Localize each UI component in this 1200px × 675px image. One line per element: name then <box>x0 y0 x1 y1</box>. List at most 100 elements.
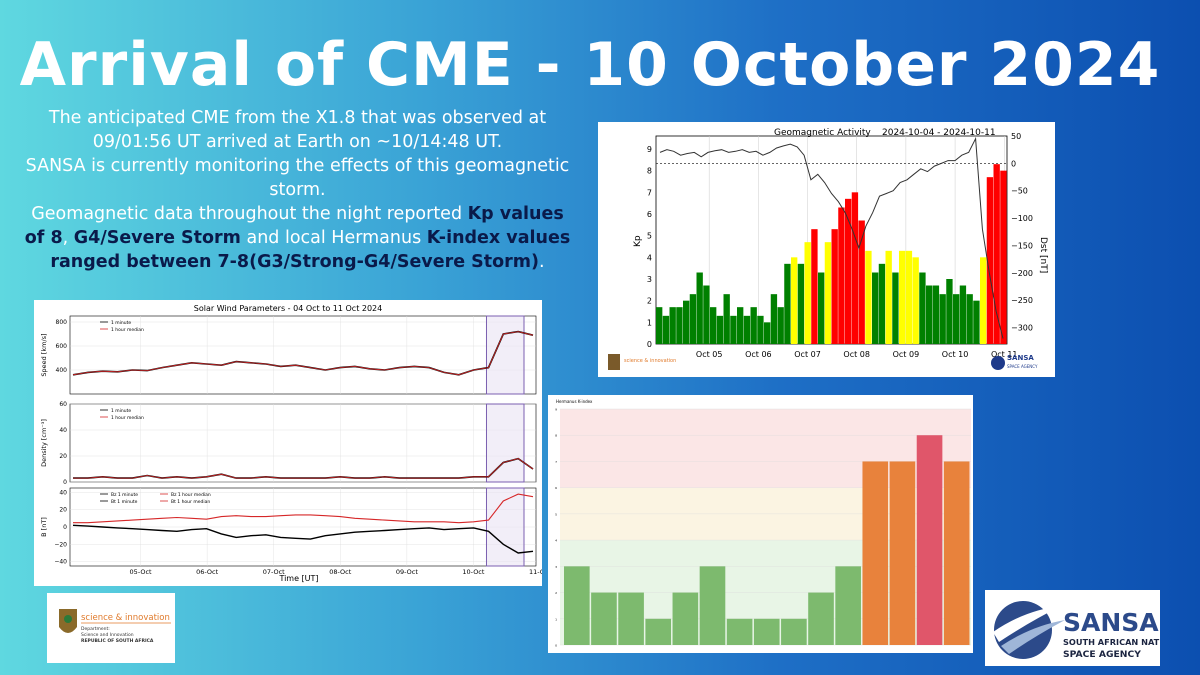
sansa-mini-icon <box>991 356 1005 370</box>
sansa-line1: SOUTH AFRICAN NATIONAL <box>1063 637 1160 647</box>
dst-tick-label: −150 <box>1011 241 1033 250</box>
hermanus-svg: Hermanus K-index 0 1 2 3 4 5 6 7 8 9 <box>555 399 971 648</box>
dst-tick-label: −250 <box>1011 296 1033 305</box>
sansa-name: SANSA <box>1063 608 1159 637</box>
legend-label: 1 minute <box>111 408 131 414</box>
kp-bar <box>926 285 933 344</box>
hk-bar <box>618 592 644 645</box>
kp-bar <box>831 229 838 344</box>
kp-bar <box>750 307 757 344</box>
dsi-logo-svg: science & innovation Department: Science… <box>59 609 171 644</box>
solar-wind-ytick: 20 <box>59 507 67 514</box>
kp-chart-title: Geomagnetic Activity <box>774 128 871 138</box>
bt-series <box>73 493 534 524</box>
hk-bar <box>591 592 617 645</box>
kp-bar <box>716 315 724 344</box>
legend-label: Bt 1 hour median <box>171 499 210 505</box>
solar-wind-ytick: 600 <box>56 343 68 350</box>
kp-bar <box>851 192 859 344</box>
sansa-swoosh-icon <box>993 606 1061 642</box>
kp-tick-label: 4 <box>647 253 652 262</box>
legend-label: 1 hour median <box>111 415 144 421</box>
kp-chart-range: 2024-10-04 - 2024-10-11 <box>882 128 996 138</box>
kp-bar <box>919 272 926 344</box>
kp-tick-label: 7 <box>647 188 652 197</box>
hk-ytick: 8 <box>555 434 557 438</box>
dst-tick-label: −100 <box>1011 214 1033 223</box>
kp-dst-svg: Geomagnetic Activity 2024-10-04 - 2024-1… <box>608 128 1048 370</box>
kp-bar <box>791 257 798 344</box>
hk-ytick: 4 <box>555 539 557 543</box>
kp-bar <box>777 307 784 344</box>
hk-bar <box>835 566 861 645</box>
legend-label: 1 minute <box>111 320 131 326</box>
kp-bar <box>656 307 663 344</box>
solar-wind-xlabel: Time [UT] <box>278 574 318 583</box>
cme-description: The anticipated CME from the X1.8 that w… <box>20 106 575 274</box>
hk-ytick: 9 <box>555 408 557 412</box>
solar-wind-ytick: 60 <box>59 401 67 408</box>
kp-bar <box>737 307 744 344</box>
kp-bar <box>824 242 832 344</box>
hk-bar <box>781 618 807 645</box>
text: Geomagnetic data throughout the night re… <box>31 204 468 224</box>
solar-wind-title: Solar Wind Parameters - 04 Oct to 11 Oct… <box>194 304 382 313</box>
dsi-logo-line2: Department: <box>81 626 110 632</box>
hermanus-title: Hermanus K-index <box>556 399 593 404</box>
dst-tick-label: 50 <box>1011 132 1021 141</box>
dst-tick-label: −200 <box>1011 269 1033 278</box>
kp-bar <box>784 263 791 344</box>
hk-bar <box>862 461 889 645</box>
kp-bar <box>723 294 730 344</box>
dsi-logo-title: science & innovation <box>81 613 170 623</box>
hk-ytick: 7 <box>555 460 557 464</box>
kp-tick-label: 0 <box>647 340 652 349</box>
kp-bar <box>986 177 994 344</box>
hk-bar <box>564 566 590 645</box>
solar-wind-series-minute <box>72 330 534 376</box>
solar-wind-ytick: 40 <box>59 427 67 434</box>
legend-label: Bt 1 minute <box>111 499 138 505</box>
kp-bar <box>953 294 960 344</box>
solar-wind-panel-frame <box>69 315 537 395</box>
kp-bar <box>845 198 852 344</box>
kp-bar <box>703 285 710 344</box>
hk-ytick: 5 <box>555 512 557 516</box>
kp-x-tick-label: Oct 05 <box>696 350 723 359</box>
kp-tick-label: 5 <box>647 232 652 241</box>
legend-label: Bz 1 hour median <box>171 492 211 498</box>
description-line-1: The anticipated CME from the X1.8 that w… <box>48 108 547 152</box>
description-line-2: SANSA is currently monitoring the effect… <box>25 156 570 200</box>
solar-wind-chart: Solar Wind Parameters - 04 Oct to 11 Oct… <box>34 300 551 586</box>
sansa-logo-svg: SANSA SOUTH AFRICAN NATIONAL SPACE AGENC… <box>993 601 1188 660</box>
solar-wind-ylabel: B [nT] <box>40 517 48 537</box>
solar-wind-ytick: 400 <box>56 367 68 374</box>
hk-bar <box>943 461 970 645</box>
kp-tick-label: 1 <box>647 318 652 327</box>
kp-bar <box>757 315 764 344</box>
kp-bar <box>878 263 886 344</box>
kp-bar <box>696 272 703 344</box>
solar-wind-xtick: 06-Oct <box>196 568 218 576</box>
kp-tick-label: 3 <box>647 275 652 284</box>
solar-wind-xtick: 07-Oct <box>263 568 285 576</box>
k-index-highlight: K-index values ranged between 7-8(G3/Str… <box>50 228 571 272</box>
kp-bar <box>797 263 805 344</box>
legend-label: 1 hour median <box>111 327 144 333</box>
solar-wind-series-median <box>72 331 534 376</box>
kp-bar <box>838 207 845 344</box>
dst-tick-label: −300 <box>1011 324 1033 333</box>
solar-wind-svg: Solar Wind Parameters - 04 Oct to 11 Oct… <box>40 304 551 583</box>
kp-bar <box>932 285 940 344</box>
page-title: Arrival of CME - 10 October 2024 <box>19 30 1161 100</box>
kp-sansa-text: SANSA <box>1007 354 1034 362</box>
solar-wind-ytick: 800 <box>56 319 68 326</box>
hk-bar <box>699 566 726 645</box>
hk-ytick: 0 <box>555 644 557 648</box>
solar-wind-ytick: −20 <box>54 541 67 548</box>
hk-bar <box>726 618 753 645</box>
hk-ytick: 2 <box>555 591 557 595</box>
kp-sansa-sub: SPACE AGENCY <box>1007 364 1038 369</box>
kp-x-tick-label: Oct 07 <box>794 350 821 359</box>
solar-wind-ytick: 0 <box>63 524 67 531</box>
